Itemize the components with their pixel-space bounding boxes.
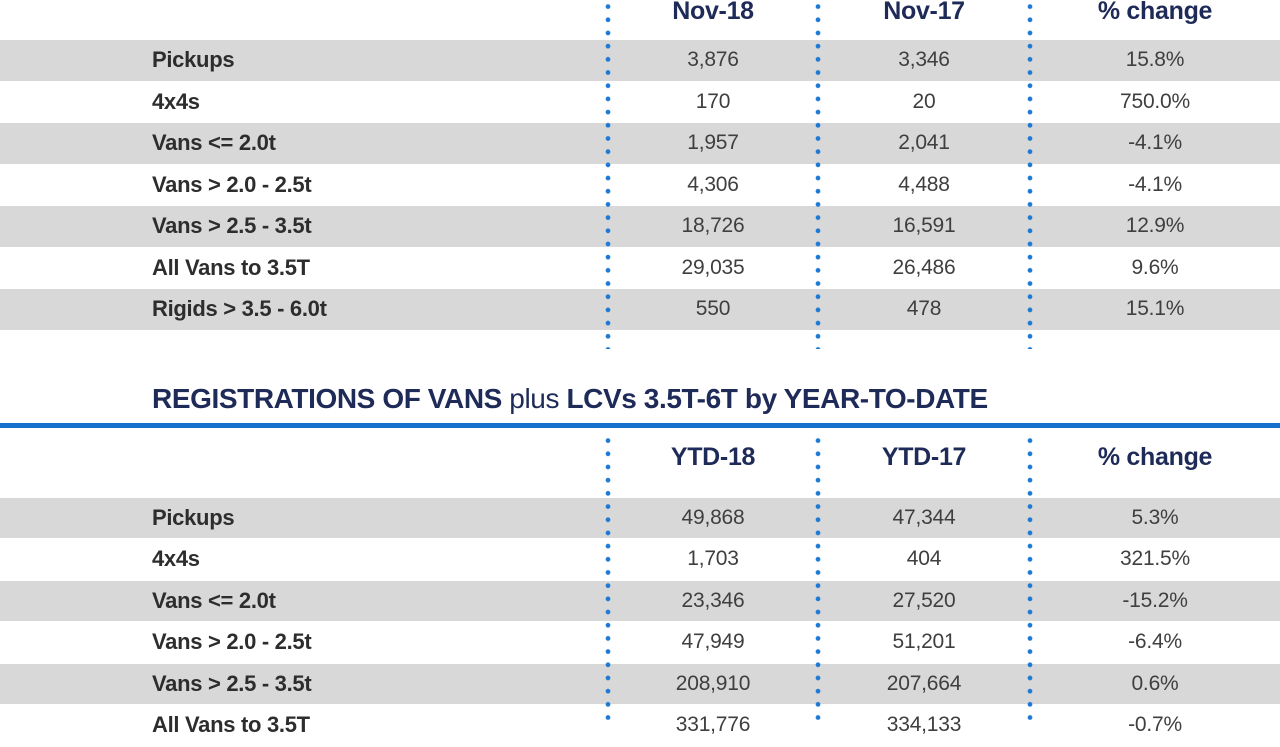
- section-title-bold-1: REGISTRATIONS OF VANS: [152, 383, 502, 414]
- row-label: Rigids > 3.5 - 6.0t: [152, 296, 327, 322]
- cell-value-col2: 47,344: [892, 505, 956, 529]
- cell-value-col2: 27,520: [892, 588, 956, 612]
- cell-value-col2: 4,488: [898, 172, 950, 196]
- column-separator-dotted: [1027, 0, 1033, 349]
- cell-value-pct-change: 9.6%: [1131, 255, 1179, 279]
- table-row: Vans <= 2.0t 23,346 27,520 -15.2%: [0, 580, 1280, 622]
- cell-value-col2: 16,591: [892, 214, 956, 238]
- cell-value-pct-change: 750.0%: [1119, 89, 1191, 113]
- cell-value-pct-change: -15.2%: [1122, 588, 1188, 612]
- column-header-nov-17: Nov-17: [883, 0, 965, 25]
- column-header-ytd-18: YTD-18: [670, 442, 756, 471]
- column-header-pct-change-monthly: % change: [1097, 0, 1213, 25]
- row-label: Vans <= 2.0t: [152, 587, 276, 613]
- cell-value-col2: 20: [912, 89, 936, 113]
- section-title-regular: plus: [501, 383, 567, 414]
- cell-value-pct-change: 0.6%: [1131, 671, 1179, 695]
- cell-value-col1: 29,035: [681, 255, 745, 279]
- cell-value-col2: 3,346: [898, 48, 950, 72]
- cell-value-pct-change: -6.4%: [1128, 630, 1182, 654]
- row-label: Vans > 2.0 - 2.5t: [152, 629, 312, 655]
- table-row: Rigids > 3.5 - 6.0t 550 478 15.1%: [0, 289, 1280, 331]
- table-row: Vans > 2.0 - 2.5t 47,949 51,201 -6.4%: [0, 622, 1280, 664]
- cell-value-col1: 1,703: [687, 547, 739, 571]
- row-label: Vans > 2.0 - 2.5t: [152, 171, 312, 197]
- cell-value-col1: 4,306: [687, 172, 739, 196]
- cell-value-pct-change: 12.9%: [1125, 214, 1185, 238]
- cell-value-col1: 23,346: [681, 588, 745, 612]
- table-row: Vans <= 2.0t 1,957 2,041 -4.1%: [0, 123, 1280, 165]
- column-header-ytd-17: YTD-17: [881, 442, 967, 471]
- cell-value-col2: 334,133: [886, 713, 962, 737]
- row-label: All Vans to 3.5T: [152, 712, 310, 738]
- cell-value-col1: 170: [695, 89, 731, 113]
- cell-value-pct-change: -4.1%: [1128, 131, 1182, 155]
- cell-value-col2: 2,041: [898, 131, 950, 155]
- row-label: All Vans to 3.5T: [152, 254, 310, 280]
- column-separator-dotted: [815, 0, 821, 349]
- table-row: Vans > 2.5 - 3.5t 18,726 16,591 12.9%: [0, 206, 1280, 248]
- table-row: Pickups 3,876 3,346 15.8%: [0, 40, 1280, 82]
- cell-value-pct-change: -0.7%: [1128, 713, 1182, 737]
- cell-value-pct-change: 5.3%: [1131, 505, 1179, 529]
- cell-value-col2: 404: [906, 547, 942, 571]
- cell-value-col2: 478: [906, 297, 942, 321]
- section-title: REGISTRATIONS OF VANS plus LCVs 3.5T-6T …: [152, 383, 988, 415]
- cell-value-pct-change: 321.5%: [1119, 547, 1191, 571]
- cell-value-pct-change: 15.8%: [1125, 48, 1185, 72]
- cell-value-pct-change: 15.1%: [1125, 297, 1185, 321]
- cell-value-col1: 49,868: [681, 505, 745, 529]
- cell-value-col1: 550: [695, 297, 731, 321]
- cell-value-col1: 47,949: [681, 630, 745, 654]
- column-header-nov-18: Nov-18: [672, 0, 754, 25]
- monthly-table: Pickups 3,876 3,346 15.8% 4x4s 170 20 75…: [0, 40, 1280, 331]
- cell-value-col1: 208,910: [675, 671, 751, 695]
- row-label: Vans > 2.5 - 3.5t: [152, 670, 312, 696]
- cell-value-col1: 18,726: [681, 214, 745, 238]
- row-label: 4x4s: [152, 88, 200, 114]
- column-separator-dotted: [605, 0, 611, 349]
- table-row: Vans > 2.5 - 3.5t 208,910 207,664 0.6%: [0, 663, 1280, 705]
- column-separator-dotted: [605, 434, 611, 720]
- cell-value-col2: 26,486: [892, 255, 956, 279]
- row-label: 4x4s: [152, 546, 200, 572]
- divider-rule: [0, 423, 1280, 428]
- ytd-table-header-row: YTD-18 YTD-17 % change: [0, 437, 1280, 477]
- column-separator-dotted: [1027, 434, 1033, 720]
- table-row: 4x4s 170 20 750.0%: [0, 82, 1280, 123]
- row-label: Pickups: [152, 504, 235, 530]
- table-row: All Vans to 3.5T 331,776 334,133 -0.7%: [0, 705, 1280, 747]
- ytd-table: Pickups 49,868 47,344 5.3% 4x4s 1,703 40…: [0, 497, 1280, 747]
- row-label: Vans > 2.5 - 3.5t: [152, 213, 312, 239]
- column-header-pct-change-ytd: % change: [1097, 442, 1213, 471]
- table-row: 4x4s 1,703 404 321.5%: [0, 539, 1280, 581]
- cell-value-col2: 51,201: [892, 630, 956, 654]
- table-row: Pickups 49,868 47,344 5.3%: [0, 497, 1280, 539]
- cell-value-col1: 331,776: [675, 713, 751, 737]
- cell-value-pct-change: -4.1%: [1128, 172, 1182, 196]
- row-label: Pickups: [152, 47, 235, 73]
- row-label: Vans <= 2.0t: [152, 130, 276, 156]
- table-row: Vans > 2.0 - 2.5t 4,306 4,488 -4.1%: [0, 165, 1280, 206]
- table-row: All Vans to 3.5T 29,035 26,486 9.6%: [0, 248, 1280, 289]
- monthly-table-header-row: Nov-18 Nov-17 % change: [0, 0, 1280, 31]
- section-title-bold-2: LCVs 3.5T-6T by YEAR-TO-DATE: [566, 383, 988, 414]
- cell-value-col1: 3,876: [687, 48, 739, 72]
- column-separator-dotted: [815, 434, 821, 720]
- cell-value-col1: 1,957: [687, 131, 739, 155]
- cell-value-col2: 207,664: [886, 671, 962, 695]
